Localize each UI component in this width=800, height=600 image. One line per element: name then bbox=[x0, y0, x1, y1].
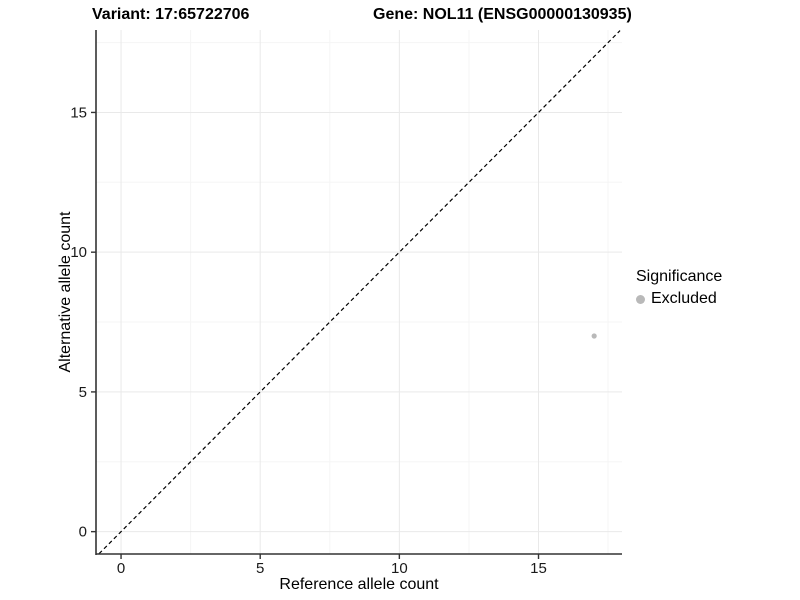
y-axis-title: Alternative allele count bbox=[57, 211, 74, 373]
y-tick-label: 0 bbox=[79, 524, 87, 541]
y-tick-label: 5 bbox=[79, 384, 87, 401]
x-axis-title: Reference allele count bbox=[279, 576, 439, 593]
legend-title: Significance bbox=[636, 268, 723, 285]
data-point bbox=[591, 333, 597, 339]
x-tick-label: 5 bbox=[256, 560, 264, 577]
variant-title: Variant: 17:65722706 bbox=[92, 6, 250, 23]
legend: Significance Excluded bbox=[636, 268, 722, 308]
excluded-point-icon bbox=[636, 294, 645, 304]
y-tick-label: 15 bbox=[70, 104, 87, 121]
x-tick-label: 0 bbox=[117, 560, 125, 577]
legend-item-excluded: Excluded bbox=[636, 290, 722, 308]
identity-line bbox=[98, 30, 621, 555]
x-tick-label: 15 bbox=[530, 560, 547, 577]
y-tick-label: 10 bbox=[70, 244, 87, 261]
gene-title: Gene: NOL11 (ENSG00000130935) bbox=[373, 6, 632, 23]
legend-item-label: Excluded bbox=[651, 290, 717, 307]
x-tick-label: 10 bbox=[391, 560, 408, 577]
